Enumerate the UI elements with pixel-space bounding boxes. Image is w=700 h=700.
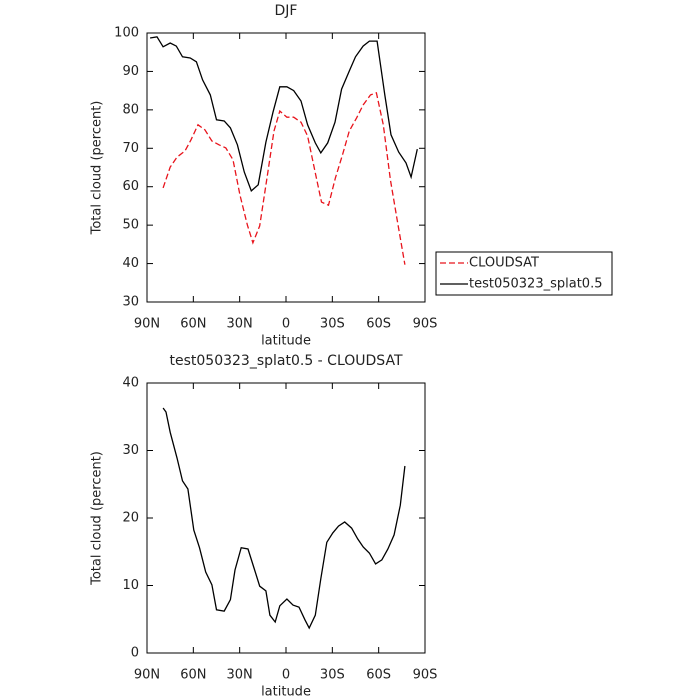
plot-frame [146, 32, 426, 303]
y-tick-label: 20 [122, 511, 139, 526]
x-tick-label: 60S [366, 668, 391, 683]
data-line [162, 92, 406, 265]
plot-frame [146, 382, 426, 654]
y-tick-label: 50 [122, 218, 139, 233]
y-tick-label: 90 [122, 64, 139, 79]
x-tick-label: 30S [320, 668, 345, 683]
x-tick-label: 60N [180, 317, 206, 332]
x-tick-label: 90S [413, 317, 438, 332]
x-tick-label: 30N [227, 317, 253, 332]
y-tick-label: 40 [122, 376, 139, 391]
y-tick-label: 70 [122, 141, 139, 156]
legend-label: test050323_splat0.5 [469, 277, 602, 292]
data-line [149, 36, 418, 193]
x-axis-label: latitude [261, 685, 311, 700]
y-tick-label: 10 [122, 578, 139, 593]
x-axis-label: latitude [261, 334, 311, 349]
y-axis-label: Total cloud (percent) [90, 101, 105, 236]
x-tick-label: 0 [282, 668, 290, 683]
x-tick-label: 90N [134, 668, 160, 683]
x-tick-label: 90N [134, 317, 160, 332]
x-tick-label: 30S [320, 317, 345, 332]
y-tick-label: 30 [122, 443, 139, 458]
y-axis-label: Total cloud (percent) [90, 451, 105, 586]
x-tick-label: 0 [282, 317, 290, 332]
x-tick-label: 30N [227, 668, 253, 683]
y-tick-label: 100 [114, 26, 139, 41]
data-line [162, 407, 406, 630]
y-tick-label: 30 [122, 295, 139, 310]
y-tick-label: 80 [122, 102, 139, 117]
chart-title: test050323_splat0.5 - CLOUDSAT [170, 353, 403, 369]
legend-box [435, 251, 613, 296]
x-tick-label: 90S [413, 668, 438, 683]
y-tick-label: 60 [122, 179, 139, 194]
x-tick-label: 60S [366, 317, 391, 332]
legend-label: CLOUDSAT [469, 256, 539, 271]
x-tick-label: 60N [180, 668, 206, 683]
y-tick-label: 0 [131, 646, 139, 661]
y-tick-label: 40 [122, 256, 139, 271]
chart-title: DJF [275, 3, 298, 19]
